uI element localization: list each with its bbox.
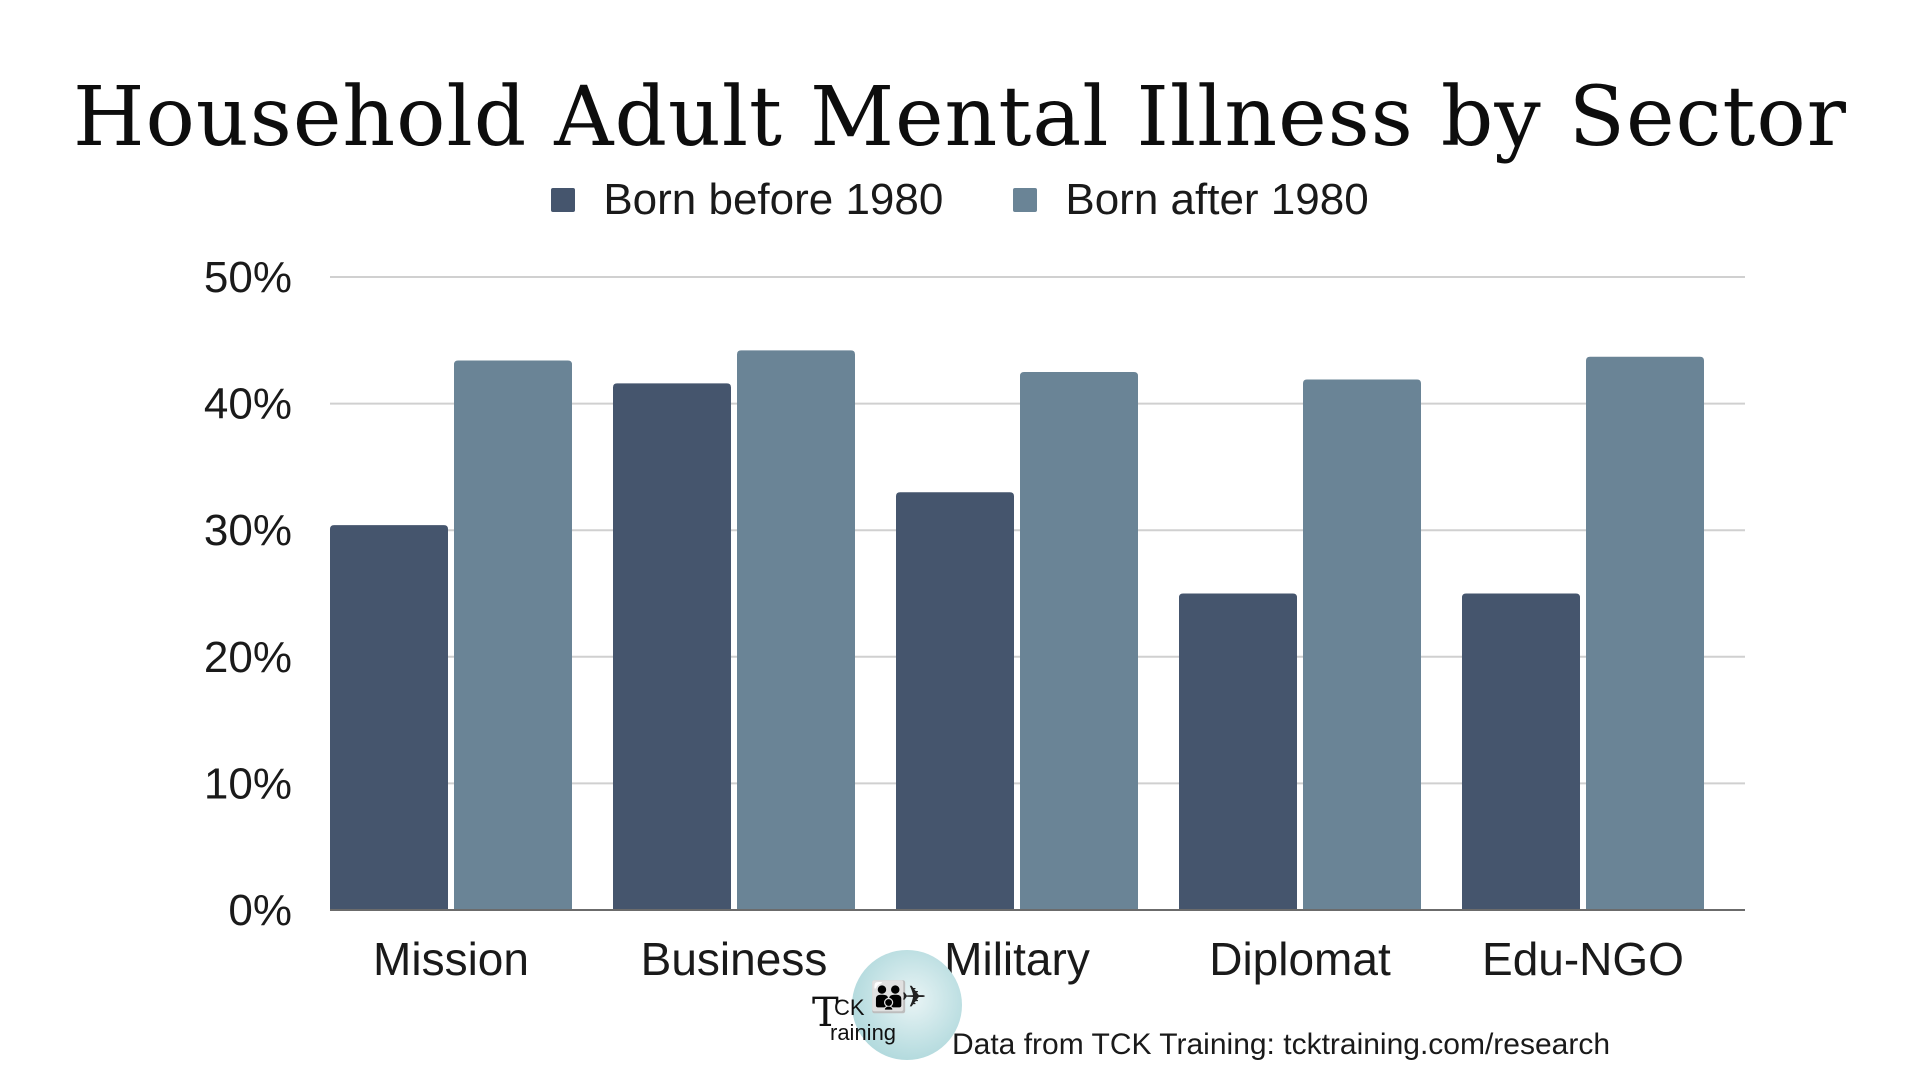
bar-military-born-after-1980 bbox=[1020, 371, 1138, 910]
bar-edu-ngo-born-after-1980 bbox=[1586, 356, 1704, 910]
logo-letter-t: T bbox=[812, 990, 839, 1036]
bar-military-born-before-1980 bbox=[896, 492, 1014, 910]
bar-diplomat-born-after-1980 bbox=[1303, 379, 1421, 910]
logo-circle bbox=[852, 950, 962, 1060]
legend-item-born-after-1980: Born after 1980 bbox=[1013, 175, 1369, 225]
bar-edu-ngo-born-before-1980 bbox=[1462, 593, 1580, 910]
y-tick-label: 20% bbox=[204, 633, 292, 682]
y-tick-label: 0% bbox=[228, 886, 292, 935]
x-category-label: Military bbox=[944, 933, 1090, 985]
source-note: Data from TCK Training: tcktraining.com/… bbox=[952, 1028, 1611, 1061]
bar-business-born-after-1980 bbox=[737, 350, 855, 911]
legend-swatch-born-before-1980 bbox=[551, 188, 576, 212]
bar-mission-born-after-1980 bbox=[454, 360, 572, 910]
legend-swatch-born-after-1980 bbox=[1013, 188, 1038, 212]
logo-letters-ck: CK bbox=[834, 995, 865, 1020]
chart-legend: Born before 1980 Born after 1980 bbox=[0, 175, 1920, 225]
chart-title: Household Adult Mental Illness by Sector bbox=[73, 70, 1847, 165]
bar-diplomat-born-before-1980 bbox=[1179, 593, 1297, 910]
bar-mission-born-before-1980 bbox=[330, 525, 448, 910]
y-tick-label: 10% bbox=[204, 759, 292, 808]
bar-business-born-before-1980 bbox=[613, 383, 731, 910]
x-category-label: Business bbox=[641, 933, 828, 985]
x-category-label: Edu-NGO bbox=[1482, 933, 1684, 985]
legend-label-born-after-1980: Born after 1980 bbox=[1065, 175, 1369, 224]
x-category-label: Mission bbox=[373, 933, 529, 985]
logo-word-training: raining bbox=[830, 1020, 897, 1045]
y-tick-label: 30% bbox=[204, 506, 292, 555]
x-category-label: Diplomat bbox=[1209, 933, 1391, 985]
family-travel-icon: 👪✈ bbox=[870, 980, 926, 1015]
y-tick-label: 40% bbox=[204, 380, 292, 429]
legend-item-born-before-1980: Born before 1980 bbox=[551, 175, 943, 225]
y-tick-label: 50% bbox=[204, 253, 292, 302]
tck-training-logo: 👪✈ T CK raining bbox=[812, 950, 962, 1060]
legend-label-born-before-1980: Born before 1980 bbox=[603, 175, 944, 224]
